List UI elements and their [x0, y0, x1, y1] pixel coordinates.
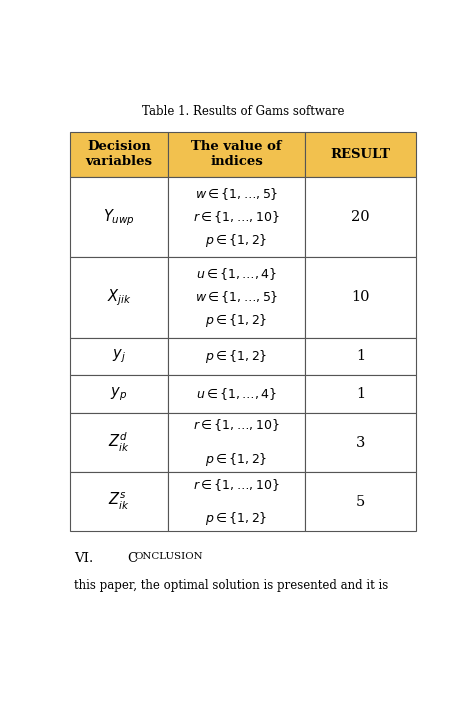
- Bar: [70, 132, 168, 177]
- Bar: [168, 177, 305, 257]
- Text: $Z_{ik}^{d}$: $Z_{ik}^{d}$: [108, 431, 130, 454]
- Text: Table 1. Results of Gams software: Table 1. Results of Gams software: [142, 105, 344, 118]
- Bar: [305, 132, 416, 177]
- Text: C: C: [127, 552, 137, 565]
- Text: 3: 3: [356, 436, 365, 449]
- Text: 1: 1: [356, 349, 365, 363]
- Bar: [70, 257, 168, 338]
- Text: $p\in\{1,2\}$: $p\in\{1,2\}$: [205, 232, 268, 249]
- Text: $p\in\{1,2\}$: $p\in\{1,2\}$: [205, 312, 268, 329]
- Text: $u\in\{1,\ldots,4\}$: $u\in\{1,\ldots,4\}$: [196, 266, 277, 282]
- Text: Decision
variables: Decision variables: [85, 140, 153, 168]
- Bar: [168, 132, 305, 177]
- Text: $r\in\{1,\ldots,10\}$: $r\in\{1,\ldots,10\}$: [193, 209, 280, 225]
- Text: ONCLUSION: ONCLUSION: [135, 552, 203, 561]
- Bar: [70, 338, 168, 375]
- Bar: [168, 375, 305, 413]
- Text: $Z_{ik}^{s}$: $Z_{ik}^{s}$: [108, 491, 130, 513]
- Text: 5: 5: [356, 495, 365, 509]
- Bar: [305, 413, 416, 472]
- Bar: [70, 375, 168, 413]
- Bar: [305, 177, 416, 257]
- Bar: [168, 472, 305, 531]
- Text: The value of
indices: The value of indices: [191, 140, 282, 168]
- Text: $w\in\{1,\ldots,5\}$: $w\in\{1,\ldots,5\}$: [195, 186, 278, 202]
- Text: $Y_{uwp}$: $Y_{uwp}$: [103, 207, 135, 227]
- Bar: [168, 413, 305, 472]
- Bar: [70, 177, 168, 257]
- Text: this paper, the optimal solution is presented and it is: this paper, the optimal solution is pres…: [74, 579, 388, 592]
- Text: $r\in\{1,\ldots,10\}$: $r\in\{1,\ldots,10\}$: [193, 418, 280, 434]
- Text: RESULT: RESULT: [330, 148, 391, 161]
- Bar: [305, 338, 416, 375]
- Text: VI.: VI.: [74, 552, 93, 565]
- Text: $u\in\{1,\ldots,4\}$: $u\in\{1,\ldots,4\}$: [196, 386, 277, 402]
- Text: $w\in\{1,\ldots,5\}$: $w\in\{1,\ldots,5\}$: [195, 290, 278, 306]
- Bar: [168, 257, 305, 338]
- Bar: [305, 375, 416, 413]
- Text: 20: 20: [351, 210, 370, 224]
- Text: $p\in\{1,2\}$: $p\in\{1,2\}$: [205, 452, 268, 468]
- Text: $y_{p}$: $y_{p}$: [110, 385, 128, 403]
- Text: $p\in\{1,2\}$: $p\in\{1,2\}$: [205, 510, 268, 528]
- Text: $p\in\{1,2\}$: $p\in\{1,2\}$: [205, 348, 268, 365]
- Text: $y_{j}$: $y_{j}$: [112, 348, 126, 365]
- Text: $r\in\{1,\ldots,10\}$: $r\in\{1,\ldots,10\}$: [193, 477, 280, 493]
- Text: 10: 10: [351, 290, 370, 304]
- Text: $X_{jik}$: $X_{jik}$: [107, 287, 131, 308]
- Bar: [305, 257, 416, 338]
- Bar: [305, 472, 416, 531]
- Bar: [70, 413, 168, 472]
- Text: 1: 1: [356, 387, 365, 401]
- Bar: [168, 338, 305, 375]
- Bar: [70, 472, 168, 531]
